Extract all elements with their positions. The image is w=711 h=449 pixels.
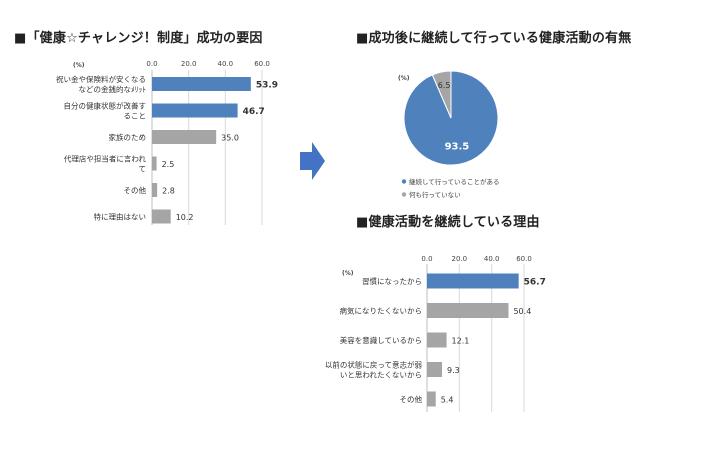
- unit-label: (%): [398, 75, 410, 82]
- category-label: その他: [124, 185, 147, 195]
- category-label: 祝い金や保険料が安くなる: [56, 74, 146, 84]
- data-label: 35.0: [221, 134, 239, 143]
- bar: [427, 303, 509, 318]
- bar: [152, 209, 171, 224]
- data-label: 50.4: [513, 307, 531, 316]
- tick-label: 60.0: [516, 255, 532, 263]
- bar: [152, 77, 251, 91]
- category-label: その他: [400, 394, 423, 404]
- category-label: て: [139, 165, 147, 174]
- pie-chart-title: ■成功後に継続して行っている健康活動の有無: [356, 31, 632, 46]
- tick-label: 40.0: [218, 60, 234, 68]
- slice-label: 93.5: [445, 142, 470, 153]
- unit-label: (%): [342, 270, 354, 277]
- legend-marker: [401, 179, 407, 184]
- category-label: 習慣になったから: [362, 276, 422, 286]
- category-label: 自分の健康状態が改善す: [64, 101, 147, 111]
- data-label: 5.4: [441, 396, 454, 405]
- data-label: 46.7: [243, 107, 265, 117]
- category-label: 美容を意識しているから: [340, 335, 422, 345]
- data-label: 53.9: [256, 81, 278, 91]
- data-label: 10.2: [176, 213, 194, 222]
- bar: [427, 273, 519, 289]
- bar: [427, 332, 447, 348]
- tick-label: 60.0: [254, 60, 270, 68]
- right-arrow-icon: [300, 142, 325, 180]
- category-label: 家族のため: [109, 132, 147, 142]
- data-label: 2.5: [162, 160, 175, 169]
- left-chart-title: ■「健康☆チャレンジ！制度」成功の要因: [14, 31, 263, 46]
- bar: [427, 391, 436, 407]
- unit-label: (%): [73, 62, 85, 69]
- tick-label: 0.0: [421, 255, 432, 263]
- tick-label: 20.0: [181, 60, 197, 68]
- data-label: 56.7: [524, 278, 546, 288]
- legend-label: 継続して行っていることがある: [409, 177, 499, 186]
- bar: [152, 183, 158, 197]
- bar: [152, 156, 157, 171]
- reasons-chart-title: ■健康活動を継続している理由: [356, 215, 540, 230]
- bar: [152, 103, 238, 118]
- continuation-reasons-chart: 0.0 20.0 40.0 60.0 (%) 56.7 習慣になったから 50.4 病気になりた…: [325, 255, 546, 412]
- category-label: いと思われたくないから: [340, 371, 422, 380]
- data-label: 12.1: [452, 337, 470, 346]
- bar: [152, 130, 217, 144]
- pie-slice: [431, 70, 452, 119]
- category-label: などの金銭的なﾒﾘｯﾄ: [79, 84, 147, 94]
- category-label: ること: [124, 112, 147, 121]
- tick-label: 0.0: [146, 60, 157, 68]
- category-label: 以前の状態に戻って意志が弱: [325, 360, 422, 370]
- tick-label: 40.0: [484, 255, 500, 263]
- category-label: 特に理由はない: [94, 212, 147, 222]
- data-label: 2.8: [162, 187, 175, 196]
- success-factors-chart: 0.0 20.0 40.0 60.0 (%) 53.9 祝い金や保険料が安くなるなどの金銭的…: [56, 60, 278, 225]
- category-label: 代理店や担当者に言われ: [64, 154, 147, 164]
- data-label: 9.3: [447, 366, 460, 375]
- tick-label: 20.0: [452, 255, 468, 263]
- category-label: 病気になりたくないから: [340, 306, 423, 316]
- legend-label: 何も行っていない: [409, 190, 461, 199]
- legend-marker: [401, 192, 407, 197]
- bar: [427, 362, 443, 377]
- slice-label: 6.5: [438, 81, 451, 90]
